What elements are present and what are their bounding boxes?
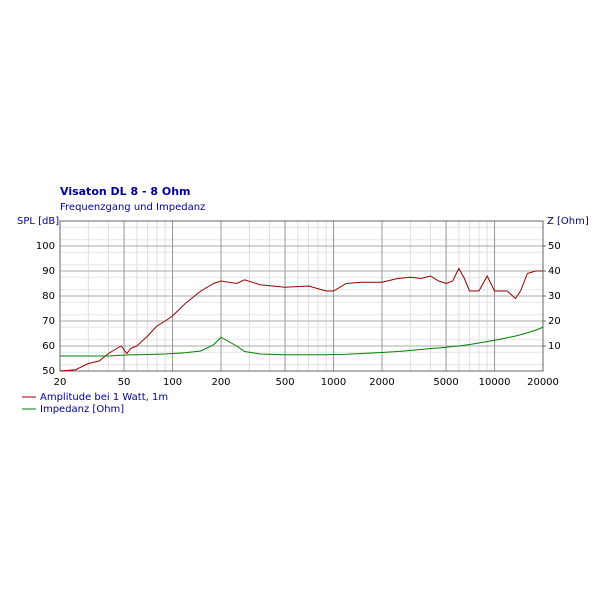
y-tick-label: 80: [42, 291, 55, 302]
y2-tick-label: 30: [548, 291, 561, 302]
data-line: [60, 326, 544, 357]
chart-title: Visaton DL 8 - 8 Ohm: [60, 185, 191, 198]
y2-tick-label: 40: [548, 266, 561, 277]
x-tick-label: 2000: [369, 377, 394, 388]
chart-subtitle: Frequenzgang und Impedanz: [60, 202, 205, 213]
x-tick-label: 500: [276, 377, 295, 388]
x-tick-label: 10000: [479, 377, 511, 388]
y-tick-label: 90: [42, 266, 55, 277]
x-tick-label: 200: [211, 377, 230, 388]
y2-tick-label: 20: [548, 316, 561, 327]
legend-label: Impedanz [Ohm]: [40, 404, 124, 415]
x-tick-label: 50: [118, 377, 131, 388]
x-tick-label: 100: [163, 377, 182, 388]
y-tick-label: 100: [36, 241, 55, 252]
x-tick-label: 1000: [321, 377, 346, 388]
y2-tick-label: 50: [548, 241, 561, 252]
x-tick-label: 20000: [527, 377, 559, 388]
y2-axis-label: Z [Ohm]: [547, 216, 589, 227]
y-axis-label: SPL [dB]: [17, 216, 59, 227]
y-tick-label: 60: [42, 341, 55, 352]
data-line: [59, 267, 543, 372]
y-tick-label: 50: [42, 366, 55, 377]
legend-label: Amplitude bei 1 Watt, 1m: [40, 392, 168, 403]
x-tick-label: 20: [54, 377, 67, 388]
y-tick-label: 70: [42, 316, 55, 327]
y2-tick-label: 10: [548, 341, 561, 352]
x-tick-label: 5000: [433, 377, 458, 388]
